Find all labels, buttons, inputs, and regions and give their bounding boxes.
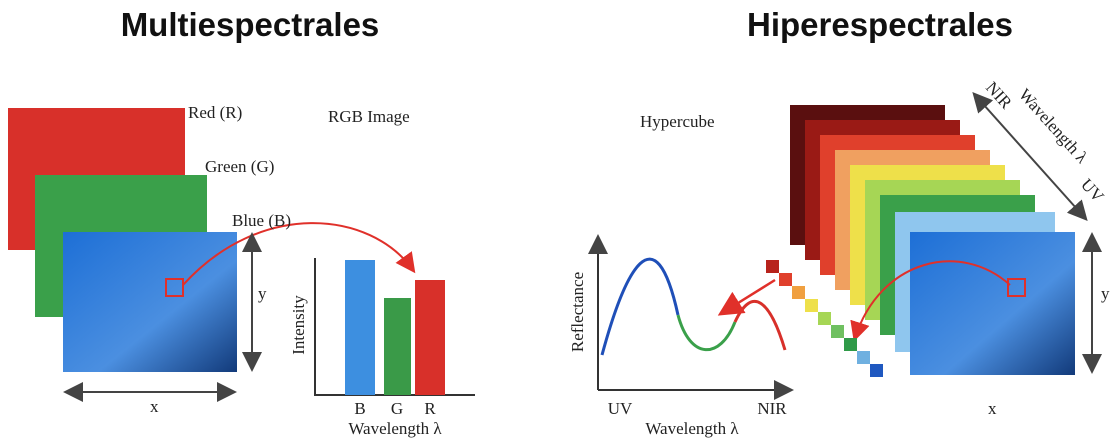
bar — [415, 280, 445, 395]
x-end: NIR — [757, 399, 787, 418]
layer — [910, 232, 1075, 375]
category: B — [354, 399, 365, 418]
curve — [602, 259, 678, 355]
axis-end: UV — [1077, 175, 1108, 206]
title: Multiespectrales — [121, 6, 380, 43]
bar — [384, 298, 411, 395]
layer-label: Red (R) — [188, 103, 242, 122]
category: R — [424, 399, 436, 418]
diagram: Multiespectrales Hiperespectrales Red (R… — [0, 0, 1113, 442]
x-label: Wavelength λ — [645, 419, 739, 438]
layer-label: Blue (B) — [232, 211, 291, 230]
x-label: Wavelength λ — [348, 419, 442, 438]
title: Hiperespectrales — [747, 6, 1013, 43]
blue-layer — [63, 232, 237, 372]
cube-label: Hypercube — [640, 112, 715, 131]
axis-label: x — [988, 399, 997, 418]
image-label: RGB Image — [328, 107, 410, 126]
axis-label: y — [258, 284, 267, 303]
curve — [735, 301, 785, 350]
y-label: Reflectance — [568, 272, 587, 352]
category: G — [391, 399, 403, 418]
axis-label: x — [150, 397, 159, 416]
x-start: UV — [608, 399, 633, 418]
curve — [678, 315, 735, 350]
bar — [345, 260, 375, 395]
axis-label: Wavelength λ — [1015, 85, 1092, 168]
y-label: Intensity — [289, 295, 308, 355]
axis-label: y — [1101, 284, 1110, 303]
layer-label: Green (G) — [205, 157, 274, 176]
